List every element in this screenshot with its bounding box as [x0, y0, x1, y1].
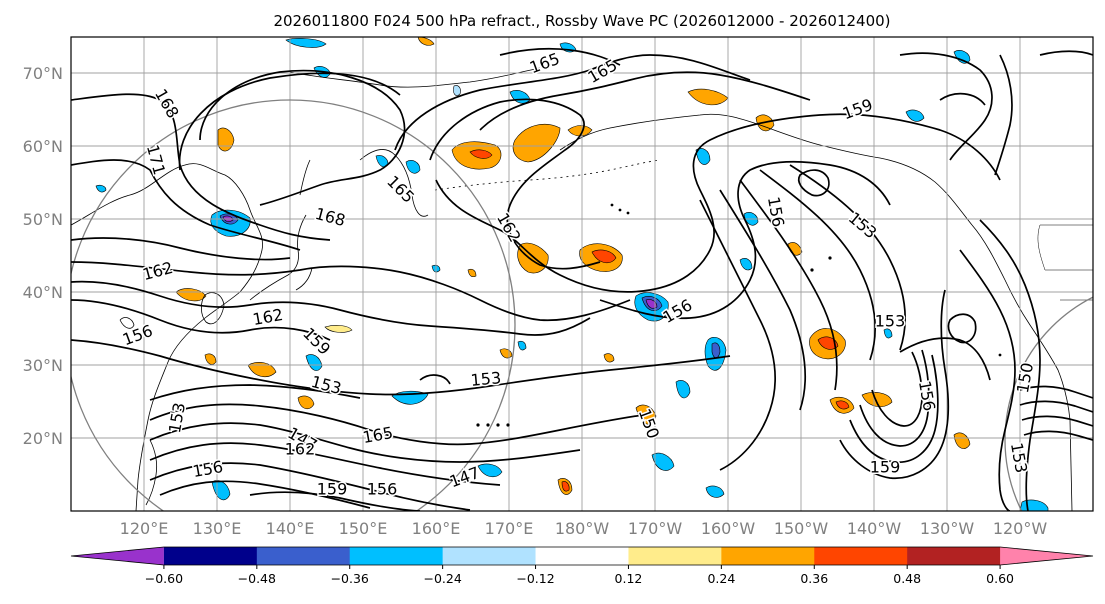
colorbar-ticks: −0.60 −0.48 −0.36 −0.24 −0.12 0.12 0.24 0.36 0.4…	[145, 565, 1014, 586]
coastlines	[71, 67, 1093, 511]
lon-label: 120°E	[120, 519, 169, 538]
lon-label: 120°W	[993, 519, 1048, 538]
colorbar-segment	[628, 547, 722, 565]
lon-label: 150°W	[774, 519, 829, 538]
lon-label: 180°W	[555, 519, 610, 538]
lat-label-20: 20°N	[23, 429, 63, 448]
map-area	[70, 36, 1094, 512]
lon-label: 140°E	[266, 519, 315, 538]
colorbar-segment	[442, 547, 537, 565]
colorbar-segment	[163, 547, 258, 565]
lat-label-30: 30°N	[23, 356, 63, 375]
colorbar-tick-label: 0.24	[707, 571, 735, 586]
map-frame	[70, 36, 1094, 512]
contour-label: 153	[470, 368, 502, 390]
lon-label: 130°W	[920, 519, 975, 538]
lon-label: 140°W	[847, 519, 902, 538]
longitude-labels: 120°E 130°E 140°E 150°E 160°E 170°E 180°…	[120, 519, 1048, 538]
colorbar-segment	[814, 547, 908, 565]
colorbar-segment	[349, 547, 444, 565]
map-title: 2026011800 F024 500 hPa refract., Rossby…	[273, 12, 890, 30]
contour-fragments	[476, 203, 1002, 427]
lat-label-60: 60°N	[23, 137, 63, 156]
latitude-labels: 70°N 60°N 50°N 40°N 30°N 20°N	[23, 64, 63, 448]
colorbar-segment	[721, 547, 815, 565]
colorbar-segment	[256, 547, 351, 565]
lon-label: 150°E	[339, 519, 388, 538]
colorbar-segment	[71, 547, 164, 565]
colorbar-tick-label: −0.48	[238, 571, 276, 586]
contour-label: 159	[317, 480, 348, 499]
colorbar-tick-label: −0.12	[516, 571, 554, 586]
colorbar-tick-label: 0.36	[800, 571, 828, 586]
colorbar-tick-label: 0.48	[893, 571, 921, 586]
lat-label-50: 50°N	[23, 210, 63, 229]
contour-label: 159	[870, 458, 901, 477]
contour-label: 162	[285, 440, 316, 459]
contour-lines	[71, 47, 1093, 511]
colorbar-segment	[907, 547, 1001, 565]
reference-circles	[71, 99, 1093, 511]
contour-label: 165	[361, 423, 394, 447]
colorbar-tick-label: −0.60	[145, 571, 183, 586]
anomaly-patches	[95, 37, 1049, 511]
lat-label-70: 70°N	[23, 64, 63, 83]
contour-label: 156	[367, 480, 398, 499]
colorbar-tick-label: 0.60	[986, 571, 1014, 586]
colorbar-tick-label: −0.36	[331, 571, 369, 586]
contour-label: 153	[875, 312, 906, 331]
colorbar-tick-label: −0.24	[423, 571, 461, 586]
lon-label: 170°W	[628, 519, 683, 538]
lat-label-40: 40°N	[23, 283, 63, 302]
colorbar-segments	[70, 546, 1094, 566]
lon-label: 130°E	[193, 519, 242, 538]
lon-label: 160°W	[701, 519, 756, 538]
colorbar-segment	[1000, 547, 1093, 565]
colorbar: −0.60 −0.48 −0.36 −0.24 −0.12 0.12 0.24 0.36 0.4…	[70, 546, 1094, 586]
lon-label: 160°E	[412, 519, 461, 538]
colorbar-segment	[535, 547, 629, 565]
colorbar-tick-label: 0.12	[615, 571, 643, 586]
lon-label: 170°E	[485, 519, 534, 538]
